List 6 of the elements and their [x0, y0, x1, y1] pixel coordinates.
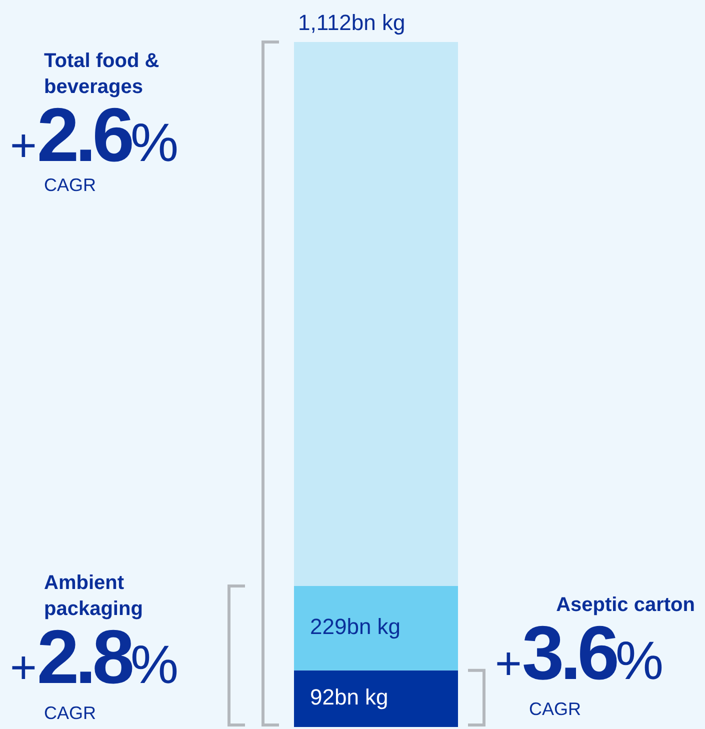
text: CAGR — [44, 703, 98, 723]
annotation: 229bn kg — [310, 614, 401, 639]
text: CAGR — [44, 175, 98, 195]
text: CAGR — [529, 699, 582, 719]
annotation: 1,112bn kg — [298, 10, 406, 35]
annotation: 92bn kg — [310, 684, 388, 710]
